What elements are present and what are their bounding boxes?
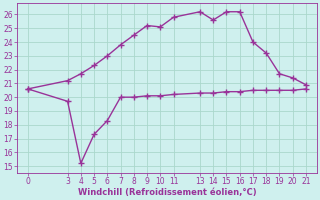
X-axis label: Windchill (Refroidissement éolien,°C): Windchill (Refroidissement éolien,°C): [77, 188, 256, 197]
